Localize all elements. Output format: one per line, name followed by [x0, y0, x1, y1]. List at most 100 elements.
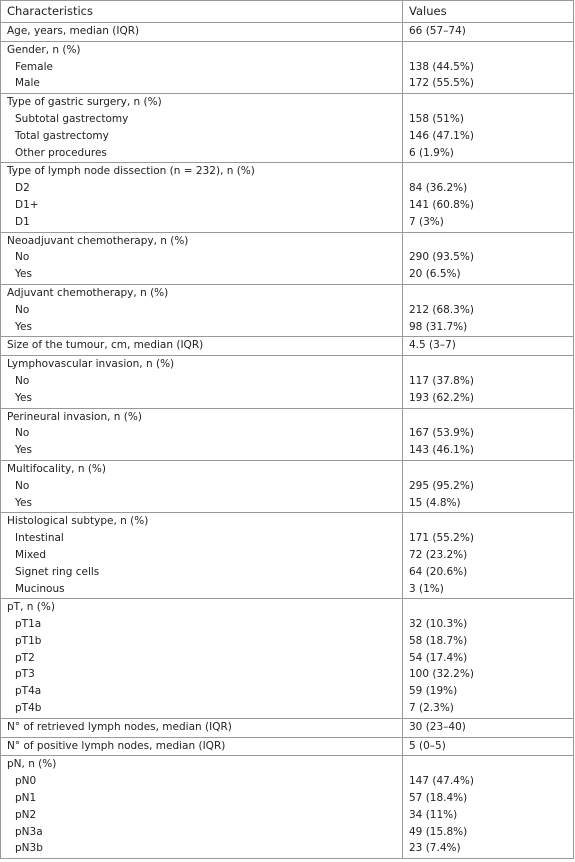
group-label: pN, n (%) — [7, 758, 57, 771]
sub-value: 32 (10.3%) — [402, 616, 574, 633]
sub-value: 146 (47.1%) — [402, 127, 574, 145]
sub-value: 138 (44.5%) — [402, 58, 574, 76]
sub-row: D2 84 (36.2%) — [1, 180, 574, 197]
group-label: Adjuvant chemotherapy, n (%) — [7, 286, 169, 299]
sub-label: Subtotal gastrectomy — [15, 112, 129, 125]
sub-row: Yes 193 (62.2%) — [1, 389, 574, 409]
row-group: pN, n (%) pN0 147 (47.4%) pN1 57 (18.4%) pN2 3… — [0, 755, 574, 859]
sub-value: 58 (18.7%) — [402, 632, 574, 650]
sub-value: 172 (55.5%) — [402, 75, 574, 94]
group-label: Type of gastric surgery, n (%) — [7, 96, 162, 109]
sub-row: pN1 57 (18.4%) — [1, 790, 574, 807]
sub-label: Yes — [15, 268, 32, 281]
sub-label: No — [15, 251, 30, 264]
sub-value: 295 (95.2%) — [402, 477, 574, 495]
empty-cell — [402, 232, 574, 250]
row-group: Age, years, median (IQR) 66 (57–74) — [0, 22, 574, 42]
sub-row: Yes 20 (6.5%) — [1, 266, 574, 285]
sub-value: 23 (7.4%) — [402, 840, 574, 859]
group-label: N° of retrieved lymph nodes, median (IQR… — [7, 720, 232, 733]
sub-label: Mucinous — [15, 582, 65, 595]
sub-row: pN2 34 (11%) — [1, 806, 574, 824]
sub-label: Signet ring cells — [15, 565, 100, 578]
sub-label: D1 — [15, 215, 30, 228]
group-row: Gender, n (%) — [1, 41, 574, 59]
group-label: N° of positive lymph nodes, median (IQR) — [7, 739, 226, 752]
row-group: Multifocality, n (%) No 295 (95.2%) Yes 15 (… — [0, 460, 574, 513]
sub-row: Other procedures 6 (1.9%) — [1, 144, 574, 163]
header-cell: Values — [402, 0, 574, 23]
group-value: 5 (0–5) — [402, 737, 574, 756]
sub-label: pN0 — [15, 775, 37, 788]
sub-label: pT3 — [15, 668, 35, 681]
sub-label: No — [15, 374, 30, 387]
sub-row: Yes 15 (4.8%) — [1, 494, 574, 513]
sub-value: 141 (60.8%) — [402, 196, 574, 214]
group-row: pN, n (%) — [1, 755, 574, 774]
sub-value: 167 (53.9%) — [402, 425, 574, 443]
sub-value: 117 (37.8%) — [402, 372, 574, 390]
sub-value: 147 (47.4%) — [402, 773, 574, 791]
group-label: Gender, n (%) — [7, 43, 81, 56]
group-label: pT, n (%) — [7, 601, 55, 614]
sub-row: Yes 143 (46.1%) — [1, 442, 574, 461]
sub-value: 3 (1%) — [402, 580, 574, 599]
sub-row: Female 138 (44.5%) — [1, 58, 574, 76]
sub-value: 54 (17.4%) — [402, 649, 574, 667]
group-label: Age, years, median (IQR) — [7, 25, 140, 37]
sub-row: pT1b 58 (18.7%) — [1, 632, 574, 650]
sub-row: D1+ 141 (60.8%) — [1, 196, 574, 214]
row-group: Size of the tumour, cm, median (IQR) 4.5 … — [0, 336, 574, 356]
sub-value: 20 (6.5%) — [402, 266, 574, 285]
sub-label: No — [15, 427, 30, 440]
group-label: Neoadjuvant chemotherapy, n (%) — [7, 234, 189, 247]
sub-label: pN2 — [15, 808, 37, 821]
sub-row: Mucinous 3 (1%) — [1, 580, 574, 599]
sub-row: Male 172 (55.5%) — [1, 75, 574, 94]
sub-row: Subtotal gastrectomy 158 (51%) — [1, 110, 574, 128]
sub-row: Intestinal 171 (55.2%) — [1, 530, 574, 547]
sub-value: 7 (2.3%) — [402, 700, 574, 719]
sub-label: Yes — [15, 391, 32, 404]
sub-row: pN3a 49 (15.8%) — [1, 823, 574, 841]
empty-cell — [402, 460, 574, 478]
empty-cell — [402, 408, 574, 426]
row-group: Histological subtype, n (%) Intestinal 171… — [0, 512, 574, 599]
sub-row: pN0 147 (47.4%) — [1, 773, 574, 791]
group-row: Type of lymph node dissection (n = 232),… — [1, 162, 574, 181]
group-value: 30 (23–40) — [402, 718, 574, 738]
group-label: Type of lymph node dissection (n = 232),… — [7, 165, 255, 178]
empty-cell — [402, 755, 574, 774]
sub-label: pT2 — [15, 651, 35, 664]
row-group: N° of positive lymph nodes, median (IQR)… — [0, 737, 574, 756]
sub-value: 98 (31.7%) — [402, 318, 574, 337]
group-row: N° of positive lymph nodes, median (IQR)… — [1, 737, 574, 756]
sub-row: pT2 54 (17.4%) — [1, 649, 574, 667]
empty-cell — [402, 355, 574, 373]
sub-row: D1 7 (3%) — [1, 213, 574, 233]
sub-row: No 117 (37.8%) — [1, 372, 574, 390]
group-row: pT, n (%) — [1, 598, 574, 617]
header-cell: Characteristics — [7, 4, 93, 18]
row-group: Gender, n (%) Female 138 (44.5%) Male 172 (5… — [0, 41, 574, 94]
sub-value: 193 (62.2%) — [402, 389, 574, 409]
sub-value: 143 (46.1%) — [402, 442, 574, 461]
sub-label: pT4b — [15, 702, 42, 715]
row-group: Lymphovascular invasion, n (%) No 117 (37.… — [0, 355, 574, 409]
sub-value: 212 (68.3%) — [402, 301, 574, 319]
header-row: Characteristics Values — [1, 0, 574, 23]
sub-label: Yes — [15, 320, 32, 333]
sub-label: No — [15, 303, 30, 316]
sub-label: Total gastrectomy — [15, 129, 109, 142]
row-group: Perineural invasion, n (%) No 167 (53.9%) Y… — [0, 408, 574, 461]
group-row: Neoadjuvant chemotherapy, n (%) — [1, 232, 574, 250]
sub-row: pN3b 23 (7.4%) — [1, 840, 574, 859]
sub-row: Mixed 72 (23.2%) — [1, 546, 574, 564]
sub-value: 290 (93.5%) — [402, 249, 574, 267]
sub-row: Yes 98 (31.7%) — [1, 318, 574, 337]
sub-label: No — [15, 479, 30, 492]
sub-label: Other procedures — [15, 146, 107, 159]
sub-row: No 290 (93.5%) — [1, 249, 574, 267]
